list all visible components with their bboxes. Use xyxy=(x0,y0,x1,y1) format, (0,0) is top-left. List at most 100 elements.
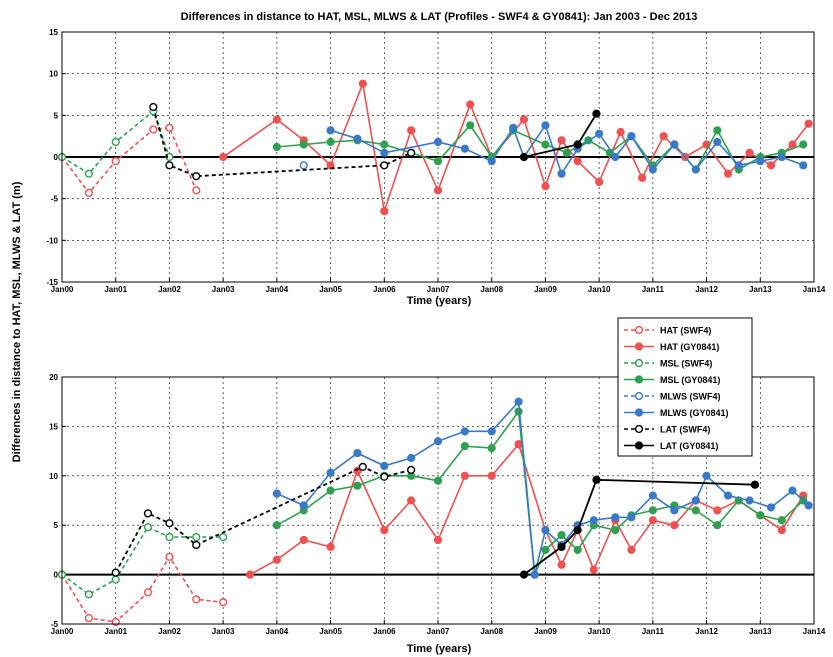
top-data-point xyxy=(299,140,308,149)
bottom-data-point xyxy=(592,475,601,484)
top-plot-frame xyxy=(61,31,815,283)
top-data-point xyxy=(627,132,636,141)
bottom-data-point xyxy=(541,526,550,535)
bottom-data-point xyxy=(487,444,496,453)
bottom-data-point xyxy=(380,461,389,471)
bottom-data-point xyxy=(627,513,636,522)
legend: HAT (SWF4) HAT (GY0841) MSL (SWF4) MSL (GY0… xyxy=(617,317,753,457)
top-data-point xyxy=(358,79,367,88)
top-data-point xyxy=(466,100,475,109)
bottom-data-point xyxy=(219,598,228,607)
top-x-tick-label: Jan04 xyxy=(266,285,289,294)
top-data-point xyxy=(611,152,620,162)
bottom-data-point xyxy=(84,590,93,599)
top-series-line xyxy=(222,80,810,212)
bottom-data-point xyxy=(111,575,120,584)
bottom-y-tick-label: -5 xyxy=(51,620,59,629)
bottom-data-point xyxy=(541,545,550,555)
bottom-y-tick-label: 0 xyxy=(54,571,59,580)
top-x-tick-label: Jan01 xyxy=(104,285,127,294)
top-data-point xyxy=(777,152,786,162)
legend-swatch-marker xyxy=(634,391,644,401)
top-x-tick-label: Jan09 xyxy=(534,285,557,294)
bottom-data-point xyxy=(648,506,657,515)
top-data-point xyxy=(557,136,566,145)
bottom-data-point xyxy=(713,506,722,515)
bottom-x-axis-label: Time (years) xyxy=(407,643,472,655)
top-data-point xyxy=(592,109,601,118)
bottom-data-point xyxy=(487,427,496,436)
bottom-data-point xyxy=(691,496,700,505)
bottom-data-point xyxy=(272,489,281,498)
top-data-point xyxy=(380,207,389,216)
bottom-data-point xyxy=(299,535,308,545)
bottom-data-point xyxy=(353,448,362,458)
top-data-point xyxy=(299,161,308,170)
bottom-y-tick-label: 10 xyxy=(49,472,58,481)
bottom-data-point xyxy=(589,516,598,525)
bottom-x-tick-label: Jan08 xyxy=(480,627,503,636)
top-x-tick-label: Jan07 xyxy=(427,285,450,294)
bottom-y-tick-label: 5 xyxy=(54,521,59,530)
top-data-point xyxy=(407,126,416,135)
top-y-tick-label: -5 xyxy=(51,195,59,204)
legend-box xyxy=(617,317,753,457)
top-data-point xyxy=(149,102,158,112)
top-data-point xyxy=(165,152,174,162)
bottom-data-point xyxy=(589,565,598,574)
top-x-tick-label: Jan02 xyxy=(158,285,181,294)
bottom-data-point xyxy=(143,523,153,532)
top-series-line xyxy=(152,106,412,178)
top-data-point xyxy=(788,140,797,149)
bottom-data-point xyxy=(219,532,228,542)
top-data-point xyxy=(799,161,808,170)
legend-entry-label: LAT (SWF4) xyxy=(660,425,710,435)
top-data-point xyxy=(326,161,335,170)
top-data-point xyxy=(326,137,335,147)
bottom-data-point xyxy=(691,506,700,515)
top-data-point xyxy=(541,182,550,191)
top-y-tick-label: 5 xyxy=(54,111,59,120)
bottom-x-tick-label: Jan10 xyxy=(588,627,611,636)
top-data-point xyxy=(691,165,700,174)
bottom-data-point xyxy=(557,542,566,552)
top-data-point xyxy=(519,115,529,124)
top-data-point xyxy=(713,137,722,147)
top-x-tick-label: Jan06 xyxy=(373,285,396,294)
bottom-data-point xyxy=(111,568,120,577)
bottom-y-tick-label: 20 xyxy=(49,373,58,382)
top-data-point xyxy=(433,157,443,166)
bottom-data-point xyxy=(460,471,469,480)
legend-entry-label: HAT (SWF4) xyxy=(660,326,711,336)
bottom-data-point xyxy=(460,427,469,436)
bottom-data-point xyxy=(766,503,776,512)
top-data-point xyxy=(509,123,518,132)
bottom-data-point xyxy=(380,526,389,535)
bottom-data-point xyxy=(192,595,201,604)
bottom-plot: Jan00 Jan01 Jan02 Jan03 Jan04 Jan05 Jan06 Jan07… xyxy=(49,373,826,636)
top-data-point xyxy=(756,157,765,166)
top-data-point xyxy=(380,140,389,149)
bottom-data-point xyxy=(723,491,733,500)
top-data-point xyxy=(573,157,582,166)
bottom-data-point xyxy=(380,472,389,481)
top-data-point xyxy=(799,140,808,149)
top-x-tick-label: Jan08 xyxy=(480,285,503,294)
legend-swatch-marker xyxy=(634,358,644,368)
legend-swatch-marker xyxy=(634,342,644,351)
bottom-data-point xyxy=(165,519,174,528)
bottom-data-point xyxy=(519,570,529,579)
bottom-plot-frame xyxy=(61,376,815,625)
top-data-point xyxy=(84,188,93,197)
top-data-point xyxy=(723,169,733,178)
top-data-point xyxy=(804,119,813,128)
top-data-point xyxy=(557,169,566,178)
top-y-tick-label: -10 xyxy=(46,236,58,245)
bottom-data-point xyxy=(713,521,722,530)
bottom-data-point xyxy=(670,521,679,530)
bottom-data-point xyxy=(143,588,153,597)
top-data-point xyxy=(272,142,281,152)
top-data-point xyxy=(766,161,776,170)
bottom-data-point xyxy=(557,560,566,569)
bottom-data-point xyxy=(777,526,786,535)
